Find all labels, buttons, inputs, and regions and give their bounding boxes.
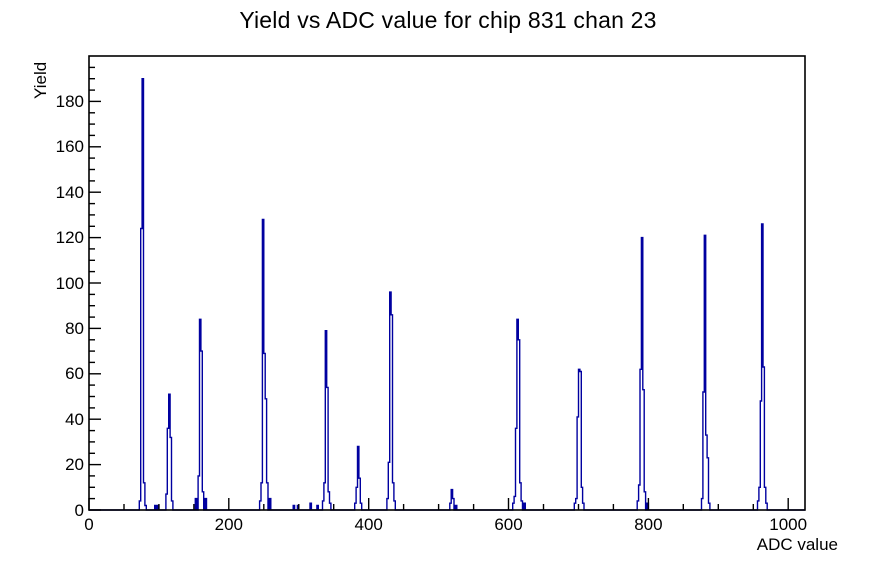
y-tick-label: 80: [65, 318, 84, 338]
y-tick-label: 40: [65, 409, 84, 429]
y-tick-label: 180: [55, 91, 84, 111]
x-tick-label: 0: [84, 515, 94, 534]
x-tick-label: 800: [634, 515, 663, 534]
x-axis-title: ADC value: [756, 535, 838, 554]
x-tick-label: 600: [494, 515, 523, 534]
y-tick-label: 120: [55, 228, 84, 248]
y-tick-label: 0: [74, 500, 84, 520]
chart-title: Yield vs ADC value for chip 831 chan 23: [239, 7, 657, 33]
x-tick-label: 400: [354, 515, 383, 534]
y-tick-label: 100: [55, 273, 84, 293]
y-tick-label: 160: [55, 137, 84, 157]
x-tick-label: 200: [214, 515, 243, 534]
y-tick-label: 20: [65, 455, 84, 475]
histogram-path: [89, 78, 805, 511]
y-tick-label: 140: [55, 182, 84, 202]
plot-frame: [88, 55, 806, 511]
x-tick-label: 1000: [769, 515, 808, 534]
y-tick-label: 60: [65, 364, 84, 384]
